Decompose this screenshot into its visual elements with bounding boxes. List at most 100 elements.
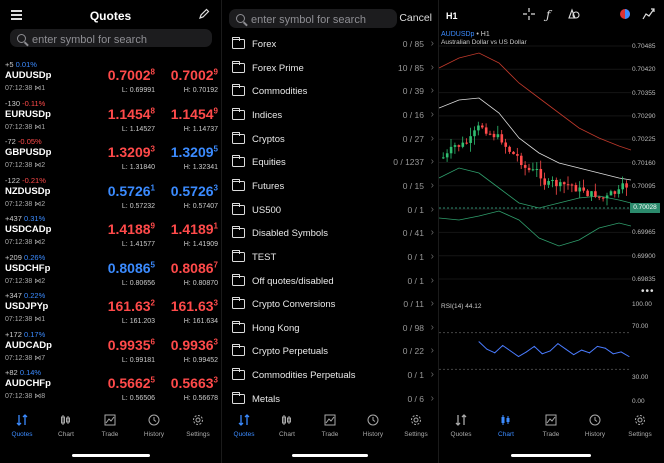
crosshair-icon[interactable]: [523, 8, 535, 23]
symbol-name: AUDUSDp: [5, 70, 52, 81]
ask-price: 0.57263: [171, 183, 218, 199]
folder-row[interactable]: Indices 0 / 16 ›: [222, 104, 438, 128]
tab-settings[interactable]: Settings: [394, 414, 438, 438]
timeframe-button[interactable]: H1: [446, 11, 458, 21]
bid-main: 1.1454: [107, 105, 151, 122]
list-menu-icon[interactable]: [11, 10, 22, 20]
quote-row[interactable]: -72 -0.05% GBPUSDp 07:12:38 ⋈2 1.32093 1.320…: [0, 137, 221, 189]
folder-row[interactable]: Forex Prime 10 / 85 ›: [222, 57, 438, 81]
candle-body: [594, 191, 597, 197]
tab-quotes[interactable]: Quotes: [0, 414, 44, 438]
quote-row[interactable]: -122 -0.21% NZDUSDp 07:12:38 ⋈2 0.57261 0.57…: [0, 176, 221, 228]
folder-name: Disabled Symbols: [252, 228, 329, 240]
day-low: L: 0.80656: [121, 279, 155, 287]
price-chart[interactable]: [439, 28, 631, 293]
trade-icon[interactable]: [642, 8, 655, 23]
candle-body: [442, 157, 445, 159]
quote-time: 07:12:38 ⋈2: [5, 162, 46, 169]
folder-row[interactable]: Off quotes/disabled 0 / 1 ›: [222, 270, 438, 294]
candle-body: [461, 142, 465, 147]
tab-history[interactable]: History: [351, 414, 395, 438]
quotes-screen: Quotes enter symbol for search +5 0.01% A…: [0, 0, 221, 463]
folder-row[interactable]: Metals 0 / 6 ›: [222, 388, 438, 412]
tab-history[interactable]: History: [573, 414, 617, 438]
tab-trade[interactable]: Trade: [88, 414, 132, 438]
indicators-icon[interactable]: ƒ: [546, 8, 551, 22]
folder-row[interactable]: Commodities Perpetuals 0 / 1 ›: [222, 364, 438, 388]
tab-trade[interactable]: Trade: [308, 414, 352, 438]
objects-icon[interactable]: [567, 8, 580, 23]
rsi-label: RSI(14) 44.12: [441, 303, 482, 310]
quote-row[interactable]: +82 0.14% AUDCHFp 07:12:38 ⋈8 0.56625 0.5663…: [0, 368, 221, 420]
rsi-point: [533, 345, 535, 347]
bid-main: 0.7002: [107, 67, 151, 83]
quote-row[interactable]: +5 0.01% AUDUSDp 07:12:38 ⋈1 0.70028 0.70029…: [0, 60, 221, 112]
day-low: L: 0.99181: [121, 356, 155, 364]
trade-icon: [324, 414, 336, 426]
folder-row[interactable]: Hong Kong 0 / 98 ›: [222, 317, 438, 341]
bid-main: 1.4188: [107, 221, 151, 237]
symbol-search-input[interactable]: enter symbol for search: [229, 9, 397, 28]
daily-change: +209 0.26%: [5, 253, 45, 262]
candle-body: [601, 197, 605, 199]
spread-value: 1: [41, 123, 46, 131]
ask-pip: 3: [213, 336, 218, 346]
folder-row[interactable]: TEST 0 / 1 ›: [222, 246, 438, 270]
home-indicator[interactable]: [292, 454, 368, 457]
tab-settings[interactable]: Settings: [618, 414, 662, 438]
tab-settings[interactable]: Settings: [176, 414, 220, 438]
candle-body: [586, 190, 589, 197]
tab-history[interactable]: History: [132, 414, 176, 438]
bid-main: 0.8086: [107, 259, 151, 276]
tab-chart[interactable]: Chart: [484, 414, 528, 438]
home-indicator[interactable]: [511, 454, 591, 457]
tab-trade[interactable]: Trade: [529, 414, 573, 438]
candle-body: [457, 145, 461, 147]
folder-row[interactable]: Futures 0 / 15 ›: [222, 175, 438, 199]
divider: [438, 0, 439, 463]
change-percent: -0.11%: [22, 98, 46, 108]
tab-chart[interactable]: Chart: [265, 414, 309, 438]
quote-row[interactable]: +209 0.26% USDCHFp 07:12:38 ⋈2 0.80865 0.808…: [0, 253, 221, 305]
folder-row[interactable]: Crypto Perpetuals 0 / 22 ›: [222, 340, 438, 364]
quote-row[interactable]: +347 0.22% USDJPYp 07:12:38 ⋈1 161.632 161.6…: [0, 291, 221, 343]
indicator-line: [439, 52, 631, 151]
folder-icon: [231, 344, 245, 357]
ask-pip: 9: [213, 67, 218, 77]
chart-screen: H1 ƒ AUDUSDp • H1 Australian Dollar vs U…: [439, 0, 664, 463]
folder-row[interactable]: Commodities 0 / 39 ›: [222, 80, 438, 104]
quote-row[interactable]: -130 -0.11% EURUSDp 07:12:38 ⋈1 1.14548 1.14…: [0, 99, 221, 151]
chart-symbol: AUDUSDp • H1: [441, 31, 490, 38]
day-high: H: 0.99452: [183, 356, 218, 364]
tab-quotes[interactable]: Quotes: [439, 414, 483, 438]
edit-pencil-icon[interactable]: [198, 8, 210, 20]
cancel-button[interactable]: Cancel: [399, 12, 432, 24]
folder-row[interactable]: Equities 0 / 1237 ›: [222, 151, 438, 175]
change-points: +437: [5, 214, 22, 223]
home-indicator[interactable]: [72, 454, 150, 457]
quote-row[interactable]: +437 0.31% USDCADp 07:12:38 ⋈2 1.41889 1.418…: [0, 214, 221, 266]
candle-body: [488, 133, 492, 135]
quote-time: 07:12:38 ⋈1: [5, 316, 46, 323]
tab-chart[interactable]: Chart: [44, 414, 88, 438]
folder-name: Crypto Perpetuals: [252, 346, 329, 358]
search-input[interactable]: enter symbol for search: [10, 29, 212, 47]
folder-row[interactable]: Forex 0 / 85 ›: [222, 33, 438, 57]
folder-name: Crypto Conversions: [252, 299, 336, 311]
price-tick: 0.70355: [632, 89, 656, 97]
candle-body: [598, 196, 601, 198]
chevron-right-icon: ›: [430, 369, 434, 381]
tab-label: Settings: [628, 431, 652, 438]
quote-row[interactable]: +172 0.17% AUDCADp 07:12:38 ⋈7 0.99356 0.993…: [0, 330, 221, 382]
change-percent: -0.21%: [22, 175, 46, 185]
tab-quotes[interactable]: Quotes: [222, 414, 266, 438]
folder-row[interactable]: US500 0 / 1 ›: [222, 199, 438, 223]
folder-row[interactable]: Crypto Conversions 0 / 11 ›: [222, 293, 438, 317]
candle-body: [484, 127, 488, 134]
more-icon[interactable]: •••: [641, 286, 655, 297]
folder-row[interactable]: Disabled Symbols 0 / 41 ›: [222, 222, 438, 246]
quote-time: 07:12:38 ⋈7: [5, 354, 46, 362]
folder-row[interactable]: Cryptos 0 / 27 ›: [222, 128, 438, 152]
one-click-trading-icon[interactable]: [619, 8, 631, 23]
rsi-chart[interactable]: [439, 297, 631, 402]
